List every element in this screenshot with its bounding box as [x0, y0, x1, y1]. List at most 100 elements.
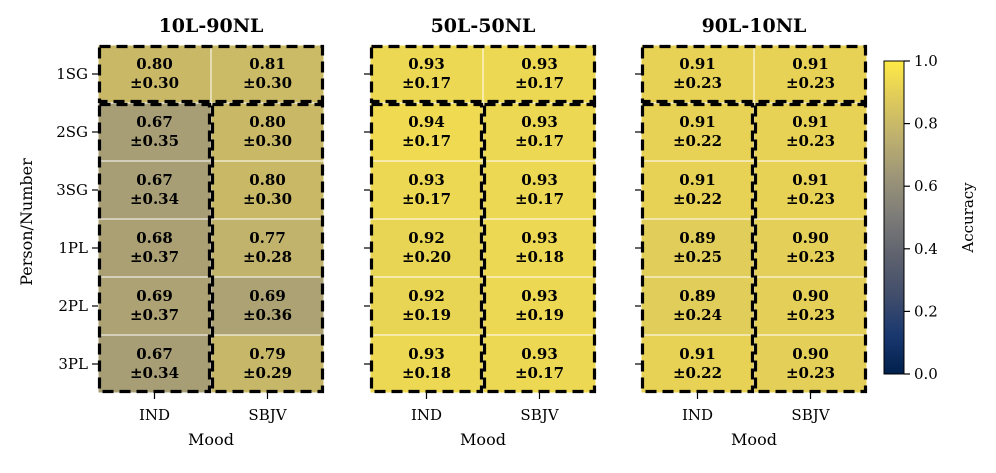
- cell-std-label: ±0.22: [673, 364, 722, 382]
- cell-std-label: ±0.34: [130, 190, 179, 208]
- cell-mean-label: 0.91: [792, 55, 829, 73]
- cell-mean-label: 0.93: [408, 345, 445, 363]
- cell-std-label: ±0.29: [243, 364, 292, 382]
- cell-mean-label: 0.91: [792, 113, 829, 131]
- panel-title: 90L-10NL: [702, 15, 807, 37]
- cell-mean-label: 0.80: [136, 55, 173, 73]
- cell-mean-label: 0.93: [521, 171, 558, 189]
- colorbar-label: Accuracy: [959, 182, 977, 254]
- heatmap-cell: [482, 276, 597, 336]
- colorbar-tick-label: 0.6: [914, 177, 938, 195]
- cell-mean-label: 0.67: [136, 171, 173, 189]
- heatmap-cell: [640, 218, 755, 278]
- cell-std-label: ±0.23: [786, 132, 835, 150]
- cell-std-label: ±0.17: [515, 74, 564, 92]
- cell-mean-label: 0.80: [249, 113, 286, 131]
- cell-std-label: ±0.19: [402, 306, 451, 324]
- group-outline-ind: [97, 102, 212, 394]
- colorbar-tick-label: 1.0: [914, 52, 938, 70]
- panel-50l-50nl: 50L-50NL0.93±0.170.93±0.170.94±0.170.93±…: [364, 15, 597, 449]
- cell-std-label: ±0.24: [673, 306, 722, 324]
- x-tick-label: SBJV: [791, 406, 830, 424]
- heatmap-cell: [210, 160, 325, 220]
- cell-mean-label: 0.89: [679, 287, 716, 305]
- cell-mean-label: 0.91: [679, 55, 716, 73]
- cell-mean-label: 0.92: [408, 229, 445, 247]
- cell-std-label: ±0.18: [402, 364, 451, 382]
- x-axis-label: Mood: [731, 430, 777, 449]
- y-tick-label: 2SG: [56, 123, 88, 141]
- cell-std-label: ±0.23: [786, 364, 835, 382]
- cell-std-label: ±0.22: [673, 190, 722, 208]
- cell-std-label: ±0.28: [243, 248, 292, 266]
- colorbar: 0.0 0.2 0.4 0.6 0.8 1.0 Accuracy: [883, 52, 977, 383]
- cell-std-label: ±0.34: [130, 364, 179, 382]
- cell-std-label: ±0.23: [786, 74, 835, 92]
- y-axis-label: Person/Number: [17, 158, 36, 286]
- x-tick-label: SBJV: [520, 406, 559, 424]
- heatmap-cell: [210, 44, 325, 104]
- cell-std-label: ±0.19: [515, 306, 564, 324]
- cell-std-label: ±0.36: [243, 306, 292, 324]
- cell-mean-label: 0.81: [249, 55, 286, 73]
- group-outline-singular-first: [97, 44, 325, 104]
- heatmap-cell: [369, 44, 484, 104]
- x-axis-label: Mood: [460, 430, 506, 449]
- heatmap-cell: [753, 160, 868, 220]
- cell-mean-label: 0.93: [521, 113, 558, 131]
- cell-std-label: ±0.20: [402, 248, 451, 266]
- cell-std-label: ±0.23: [786, 306, 835, 324]
- panel-title: 10L-90NL: [159, 15, 264, 37]
- cell-mean-label: 0.92: [408, 287, 445, 305]
- x-tick-label: IND: [139, 406, 170, 424]
- x-tick-label: SBJV: [248, 406, 287, 424]
- y-tick-label: 1PL: [58, 239, 88, 257]
- cell-mean-label: 0.90: [792, 287, 829, 305]
- cell-std-label: ±0.17: [515, 132, 564, 150]
- colorbar-tick-label: 0.2: [914, 302, 938, 320]
- cell-mean-label: 0.80: [249, 171, 286, 189]
- heatmap-cell: [482, 102, 597, 162]
- cell-std-label: ±0.23: [673, 74, 722, 92]
- x-axis-label: Mood: [188, 430, 234, 449]
- cell-mean-label: 0.93: [408, 171, 445, 189]
- heatmap-cell: [210, 276, 325, 336]
- group-outline-sbjv: [753, 102, 868, 394]
- group-outline-singular-first: [369, 44, 597, 104]
- y-tick-label: 3SG: [56, 181, 88, 199]
- cell-std-label: ±0.17: [402, 190, 451, 208]
- cell-mean-label: 0.91: [679, 113, 716, 131]
- x-tick-label: IND: [411, 406, 442, 424]
- y-tick-label: 1SG: [56, 65, 88, 83]
- cell-std-label: ±0.37: [130, 306, 179, 324]
- cell-mean-label: 0.93: [521, 55, 558, 73]
- colorbar-tick-label: 0.4: [914, 240, 938, 258]
- cell-mean-label: 0.90: [792, 345, 829, 363]
- cell-mean-label: 0.69: [136, 287, 173, 305]
- y-tick-label: 2PL: [58, 297, 88, 315]
- cell-mean-label: 0.67: [136, 113, 173, 131]
- heatmap-cell: [97, 160, 212, 220]
- panel-90l-10nl: 90L-10NL0.91±0.230.91±0.230.91±0.220.91±…: [635, 15, 868, 449]
- heatmap-cell: [210, 334, 325, 394]
- cell-mean-label: 0.69: [249, 287, 286, 305]
- cell-mean-label: 0.89: [679, 229, 716, 247]
- cell-mean-label: 0.93: [408, 55, 445, 73]
- colorbar-gradient: [883, 60, 905, 375]
- heatmap-cell: [640, 334, 755, 394]
- cell-mean-label: 0.93: [521, 345, 558, 363]
- cell-mean-label: 0.77: [249, 229, 286, 247]
- cell-std-label: ±0.30: [243, 132, 292, 150]
- heatmap-cell: [210, 102, 325, 162]
- y-tick-label: 3PL: [58, 355, 88, 373]
- heatmap-cell: [753, 334, 868, 394]
- cell-std-label: ±0.17: [402, 74, 451, 92]
- heatmap-cell: [482, 44, 597, 104]
- cell-mean-label: 0.91: [679, 171, 716, 189]
- cell-std-label: ±0.17: [515, 190, 564, 208]
- cell-std-label: ±0.17: [515, 364, 564, 382]
- cell-mean-label: 0.94: [408, 113, 445, 131]
- cell-std-label: ±0.18: [515, 248, 564, 266]
- group-outline-ind: [369, 102, 484, 394]
